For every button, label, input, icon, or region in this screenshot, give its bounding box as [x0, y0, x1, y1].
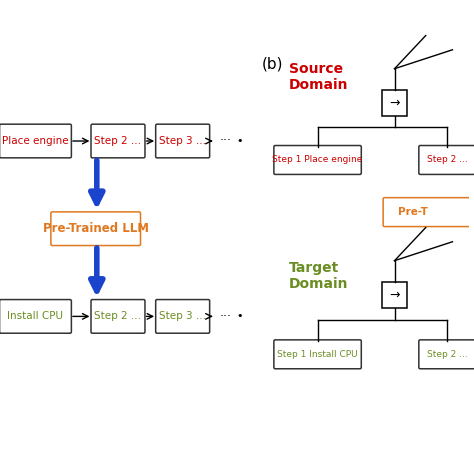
- Text: Source
Domain: Source Domain: [289, 62, 348, 92]
- Text: Step 2 ...: Step 2 ...: [94, 311, 141, 321]
- FancyBboxPatch shape: [155, 300, 210, 333]
- FancyBboxPatch shape: [155, 124, 210, 158]
- FancyBboxPatch shape: [0, 300, 72, 333]
- FancyBboxPatch shape: [51, 212, 140, 246]
- Text: Install CPU: Install CPU: [8, 311, 64, 321]
- Text: →: →: [389, 97, 400, 109]
- Text: ···: ···: [219, 310, 231, 323]
- FancyBboxPatch shape: [419, 340, 474, 369]
- Text: Pre-T: Pre-T: [398, 207, 428, 217]
- Text: Step 3 ...: Step 3 ...: [159, 136, 206, 146]
- Text: Step 1 Install CPU: Step 1 Install CPU: [277, 350, 358, 359]
- FancyBboxPatch shape: [0, 124, 72, 158]
- Text: Step 2 ...: Step 2 ...: [94, 136, 141, 146]
- Text: ···: ···: [219, 135, 231, 147]
- FancyBboxPatch shape: [274, 340, 361, 369]
- Text: Target
Domain: Target Domain: [289, 261, 348, 291]
- FancyBboxPatch shape: [91, 124, 145, 158]
- FancyBboxPatch shape: [382, 282, 407, 308]
- FancyBboxPatch shape: [91, 300, 145, 333]
- FancyBboxPatch shape: [274, 146, 361, 174]
- Text: Step 3 ...: Step 3 ...: [159, 311, 206, 321]
- Text: Step 2 ...: Step 2 ...: [427, 155, 467, 164]
- Text: •: •: [236, 136, 243, 146]
- FancyBboxPatch shape: [382, 90, 407, 116]
- FancyBboxPatch shape: [419, 146, 474, 174]
- Text: •: •: [236, 311, 243, 321]
- Text: →: →: [389, 289, 400, 301]
- FancyBboxPatch shape: [383, 198, 474, 227]
- Text: (b): (b): [262, 57, 283, 72]
- Text: Place engine: Place engine: [2, 136, 69, 146]
- Text: Pre-Trained LLM: Pre-Trained LLM: [43, 222, 149, 235]
- Text: Step 2 ...: Step 2 ...: [427, 350, 467, 359]
- Text: Step 1 Place engine: Step 1 Place engine: [273, 155, 363, 164]
